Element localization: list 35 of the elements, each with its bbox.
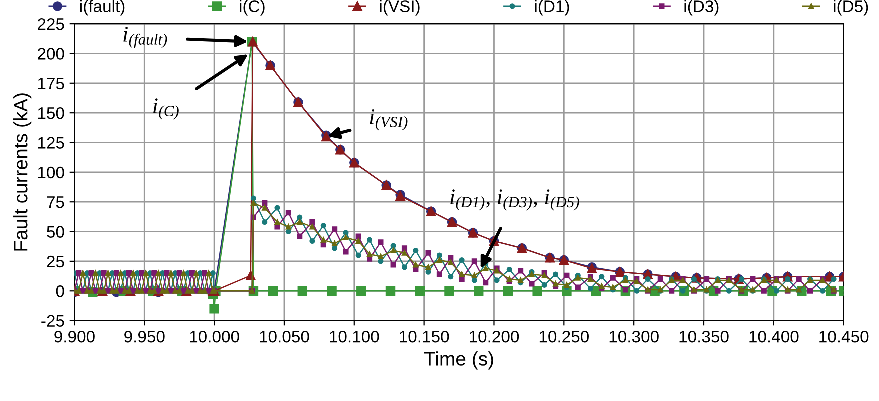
y-tick-label: 50: [47, 226, 64, 238]
x-tick-label: 10.000: [190, 330, 240, 343]
x-tick-label: 10.400: [750, 330, 799, 343]
x-tick-label: 10.150: [400, 330, 450, 343]
x-tick-label: 10.300: [610, 330, 659, 343]
x-tick-label: 10.100: [330, 330, 380, 343]
x-tick-label: 10.250: [540, 330, 589, 343]
x-tick-label: 10.450: [820, 330, 869, 343]
y-tick-label: 100: [38, 166, 64, 179]
annotation: i$_{(VSI)}$: [370, 109, 408, 131]
legend-label: i(D1): [535, 0, 570, 16]
x-tick-label: 9.950: [124, 330, 165, 343]
legend-label: i(fault): [80, 0, 125, 16]
y-tick-label: 200: [38, 48, 64, 60]
x-tick-label: 10.350: [680, 330, 729, 343]
annotation: i$_{(C)}$: [154, 98, 179, 120]
x-tick-label: 9.900: [54, 330, 95, 343]
y-tick-label: -25: [42, 315, 64, 328]
y-tick-label: 150: [38, 107, 64, 120]
x-tick-label: 10.050: [260, 330, 310, 343]
y-tick-label: 0: [56, 286, 64, 298]
x-axis-title: Time (s): [424, 352, 494, 370]
y-tick-label: 175: [38, 78, 64, 90]
annotation: i$_{(D1)}$, i$_{(D3)}$, i$_{(D5)}$: [450, 190, 580, 211]
legend-label: i(D3): [684, 0, 719, 16]
legend-label: i(D5): [834, 0, 868, 16]
y-tick-label: 125: [38, 137, 64, 149]
y-tick-label: 75: [47, 196, 64, 208]
y-axis-title: Fault currents (kA): [14, 94, 32, 251]
y-tick-label: 25: [47, 256, 64, 268]
annotation: i$_{(fault)}$: [124, 27, 168, 48]
legend-label: i(C): [240, 0, 265, 16]
y-tick-label: 225: [38, 18, 64, 30]
x-tick-label: 10.200: [470, 330, 520, 343]
legend-label: i(VSI): [380, 0, 420, 16]
